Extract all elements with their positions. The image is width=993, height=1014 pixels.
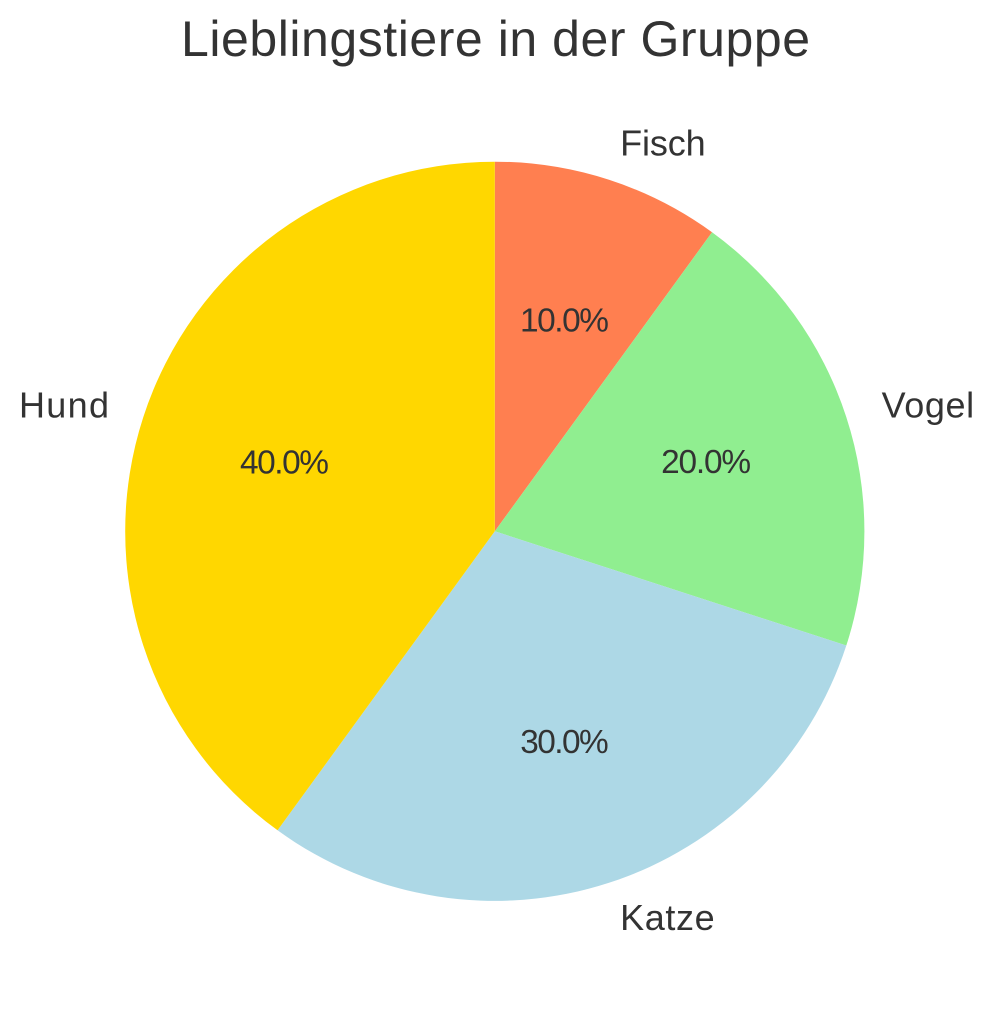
- svg-text:Fisch: Fisch: [620, 123, 706, 164]
- svg-text:Katze: Katze: [620, 897, 715, 938]
- svg-text:Hund: Hund: [19, 384, 109, 425]
- svg-text:Vogel: Vogel: [882, 385, 975, 426]
- svg-text:30.0%: 30.0%: [520, 724, 609, 761]
- svg-text:40.0%: 40.0%: [240, 445, 329, 482]
- svg-text:20.0%: 20.0%: [661, 444, 751, 481]
- svg-text:Lieblingstiere in der Gruppe: Lieblingstiere in der Gruppe: [181, 11, 810, 67]
- svg-text:10.0%: 10.0%: [520, 302, 609, 339]
